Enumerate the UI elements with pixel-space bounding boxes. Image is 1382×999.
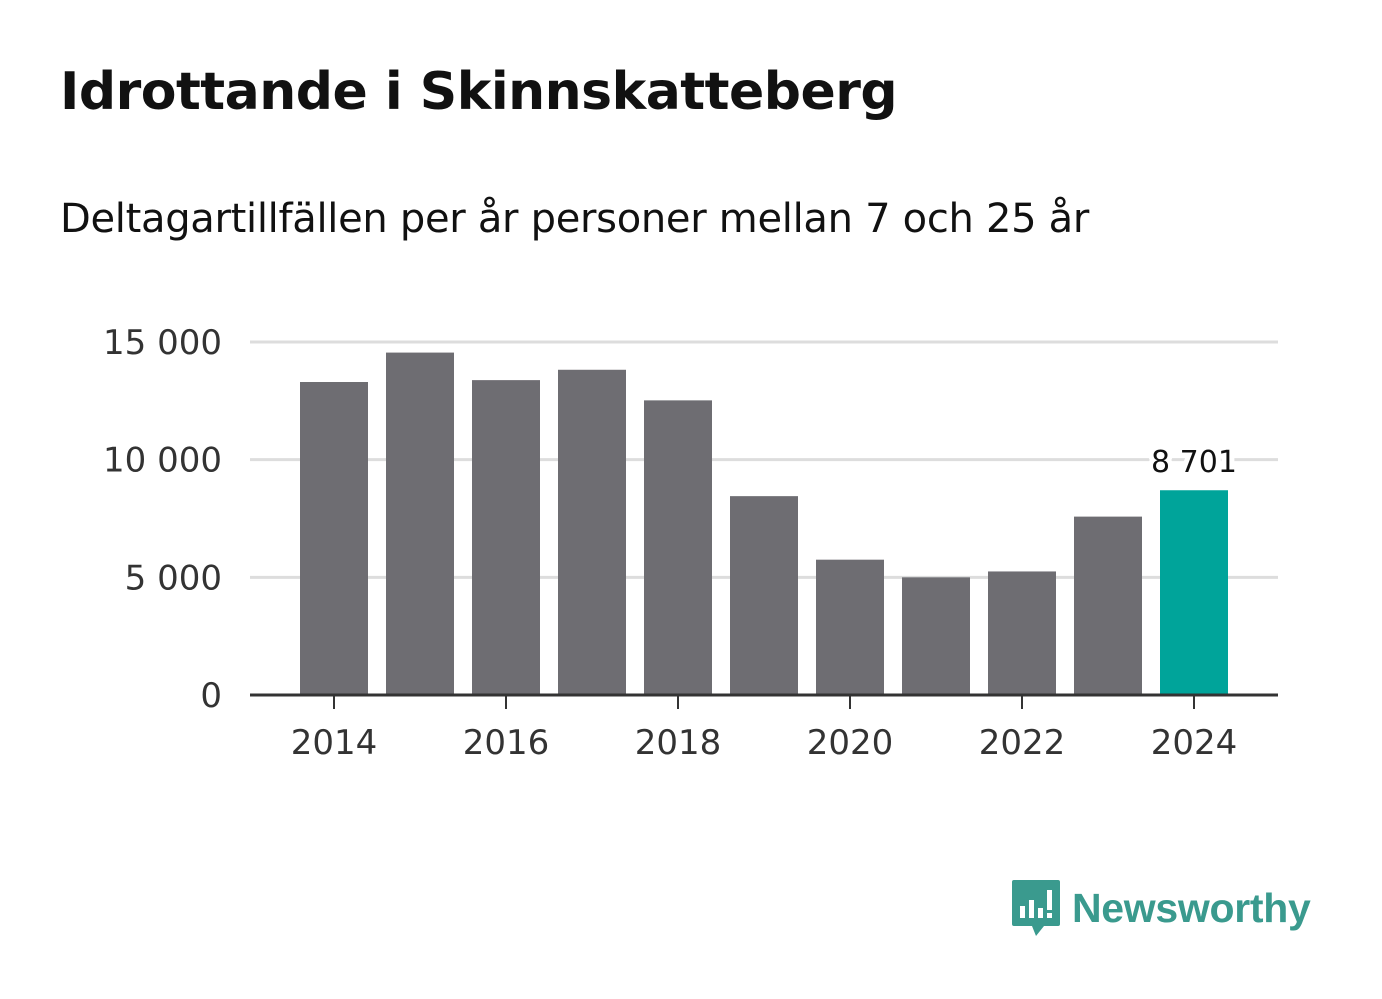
bar-2017 [558,369,626,695]
bar-2022 [988,571,1056,695]
data-label-halo: 8 701 [1151,445,1237,480]
x-tick-label: 2016 [463,723,550,763]
x-tick-label: 2022 [979,723,1066,763]
bar-2023 [1074,516,1142,695]
bar-2024 [1160,490,1228,695]
x-tick-label: 2024 [1151,723,1238,763]
bar-2019 [730,496,798,695]
bar-2014 [300,382,368,695]
bar-2020 [816,559,884,695]
x-tick-label: 2014 [291,723,378,763]
y-tick-label: 15 000 [103,323,222,363]
y-tick-label: 0 [200,676,222,716]
x-tick-label: 2018 [635,723,722,763]
bar-2021 [902,577,970,695]
bar-2016 [472,380,540,695]
chart-subtitle: Deltagartillfällen per år personer mella… [60,196,1090,242]
x-tick-label: 2020 [807,723,894,763]
newsworthy-logo-icon [1012,880,1060,936]
data-label: 8 701 [1151,445,1237,480]
bar-2015 [386,352,454,695]
y-tick-label: 10 000 [103,441,222,481]
brand-logo: Newsworthy [1010,878,1311,938]
brand-name: Newsworthy [1072,884,1311,931]
bar-2018 [644,400,712,695]
y-tick-label: 5 000 [125,558,222,598]
chart-title: Idrottande i Skinnskatteberg [60,62,898,122]
